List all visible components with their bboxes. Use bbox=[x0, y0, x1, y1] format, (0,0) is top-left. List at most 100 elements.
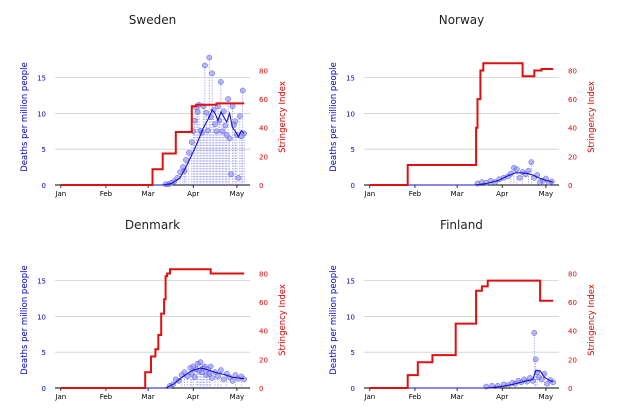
y-right-tick-label: 60 bbox=[259, 96, 268, 104]
death-point bbox=[210, 106, 217, 113]
death-point bbox=[183, 157, 189, 163]
x-tick-label: Apr bbox=[187, 190, 199, 198]
x-tick-label: Jan bbox=[54, 190, 66, 198]
y-right-tick-label: 80 bbox=[259, 67, 268, 75]
y-right-tick-label: 20 bbox=[568, 153, 577, 161]
death-point bbox=[236, 113, 243, 120]
chart-title: Finland bbox=[440, 218, 483, 232]
death-point bbox=[186, 149, 192, 156]
death-point bbox=[229, 103, 236, 110]
death-point bbox=[228, 171, 234, 178]
death-point bbox=[220, 376, 227, 383]
death-point bbox=[241, 376, 248, 383]
deaths-average-line bbox=[398, 172, 554, 186]
deaths-average-line bbox=[89, 367, 245, 389]
death-point bbox=[532, 356, 539, 363]
y-right-tick-label: 0 bbox=[259, 182, 263, 190]
stringency-line bbox=[60, 268, 245, 389]
y-left-tick-label: 15 bbox=[37, 278, 46, 286]
y-right-tick-label: 0 bbox=[259, 385, 263, 393]
death-point bbox=[222, 122, 229, 129]
stringency-line bbox=[369, 279, 554, 389]
y-axis-label-left: Deaths per million people bbox=[329, 265, 339, 374]
death-point bbox=[516, 174, 523, 181]
x-tick-label: May bbox=[539, 190, 553, 198]
death-point bbox=[235, 174, 242, 181]
y-left-tick-label: 5 bbox=[351, 146, 355, 154]
death-point bbox=[513, 166, 520, 173]
stringency-line bbox=[369, 62, 554, 186]
y-right-tick-label: 60 bbox=[568, 299, 577, 307]
death-point bbox=[212, 121, 218, 128]
y-right-tick-label: 80 bbox=[568, 67, 577, 75]
y-left-tick-label: 0 bbox=[42, 182, 46, 190]
x-tick-label: Jan bbox=[363, 393, 375, 401]
y-left-tick-label: 0 bbox=[351, 182, 355, 190]
death-point bbox=[550, 379, 557, 386]
stringency-line bbox=[60, 102, 245, 186]
y-left-tick-label: 5 bbox=[351, 349, 355, 357]
death-point bbox=[191, 117, 198, 124]
death-point bbox=[220, 108, 227, 115]
chart-title: Sweden bbox=[129, 13, 176, 27]
y-right-tick-label: 80 bbox=[568, 270, 577, 278]
y-left-tick-label: 10 bbox=[37, 110, 46, 118]
death-point bbox=[531, 330, 538, 336]
y-right-tick-label: 60 bbox=[259, 299, 268, 307]
death-point bbox=[181, 369, 188, 376]
x-tick-label: May bbox=[539, 393, 553, 401]
y-axis-label-left: Deaths per million people bbox=[20, 265, 30, 374]
y-left-tick-label: 0 bbox=[42, 385, 46, 393]
death-point bbox=[202, 62, 208, 69]
y-left-tick-label: 5 bbox=[42, 349, 46, 357]
y-left-tick-label: 10 bbox=[346, 313, 355, 321]
death-point bbox=[495, 383, 501, 389]
y-right-tick-label: 40 bbox=[259, 125, 268, 133]
y-left-tick-label: 5 bbox=[42, 146, 46, 154]
y-right-tick-label: 80 bbox=[259, 270, 268, 278]
y-left-tick-label: 10 bbox=[37, 313, 46, 321]
death-point bbox=[204, 127, 211, 134]
chart-title: Norway bbox=[439, 13, 485, 27]
chart-panel-sweden: 0 5 10 15 0 20 40 60 80 Jan Feb Mar Apr May Sweden Deat… bbox=[20, 13, 288, 198]
chart-panel-denmark: 0 5 10 15 0 20 40 60 80 Jan Feb Mar Apr May Denmark Dea… bbox=[20, 218, 288, 401]
death-point bbox=[203, 109, 210, 116]
y-axis-label-right: Stringency Index bbox=[278, 81, 288, 153]
x-tick-label: Apr bbox=[496, 190, 508, 198]
death-point bbox=[206, 54, 213, 61]
deaths-average-line bbox=[398, 370, 554, 389]
death-point bbox=[215, 373, 221, 380]
y-left-tick-label: 0 bbox=[351, 385, 355, 393]
death-point bbox=[209, 375, 216, 381]
y-axis-label-left: Deaths per million people bbox=[20, 62, 30, 171]
death-point bbox=[207, 363, 214, 370]
x-tick-label: Mar bbox=[451, 190, 464, 198]
x-tick-label: Feb bbox=[100, 190, 113, 198]
x-tick-label: Jan bbox=[54, 393, 66, 401]
chart-panel-finland: 0 5 10 15 0 20 40 60 80 Jan Feb Mar Apr May Finland Dea… bbox=[329, 218, 597, 401]
death-point bbox=[197, 359, 204, 366]
y-right-tick-label: 20 bbox=[568, 356, 577, 364]
x-tick-label: Feb bbox=[409, 190, 422, 198]
x-tick-label: May bbox=[230, 190, 244, 198]
death-point bbox=[213, 128, 220, 135]
y-axis-label-right: Stringency Index bbox=[278, 284, 288, 356]
death-point bbox=[218, 367, 224, 373]
deaths-average-line bbox=[89, 108, 245, 186]
y-axis-label-left: Deaths per million people bbox=[329, 62, 339, 171]
death-point bbox=[225, 96, 232, 102]
y-left-tick-label: 15 bbox=[346, 75, 355, 83]
x-tick-label: Mar bbox=[142, 190, 155, 198]
death-point bbox=[194, 109, 201, 115]
x-tick-label: Mar bbox=[142, 393, 155, 401]
chart-panel-norway: 0 5 10 15 0 20 40 60 80 Jan Feb Mar Apr May Norway Deat… bbox=[329, 13, 597, 198]
chart-title: Denmark bbox=[125, 218, 180, 232]
death-point bbox=[525, 167, 532, 174]
x-tick-label: May bbox=[230, 393, 244, 401]
x-tick-label: Feb bbox=[100, 393, 113, 401]
y-right-tick-label: 0 bbox=[568, 385, 572, 393]
death-point bbox=[239, 87, 246, 94]
y-right-tick-label: 0 bbox=[568, 182, 572, 190]
y-right-tick-label: 60 bbox=[568, 96, 577, 104]
